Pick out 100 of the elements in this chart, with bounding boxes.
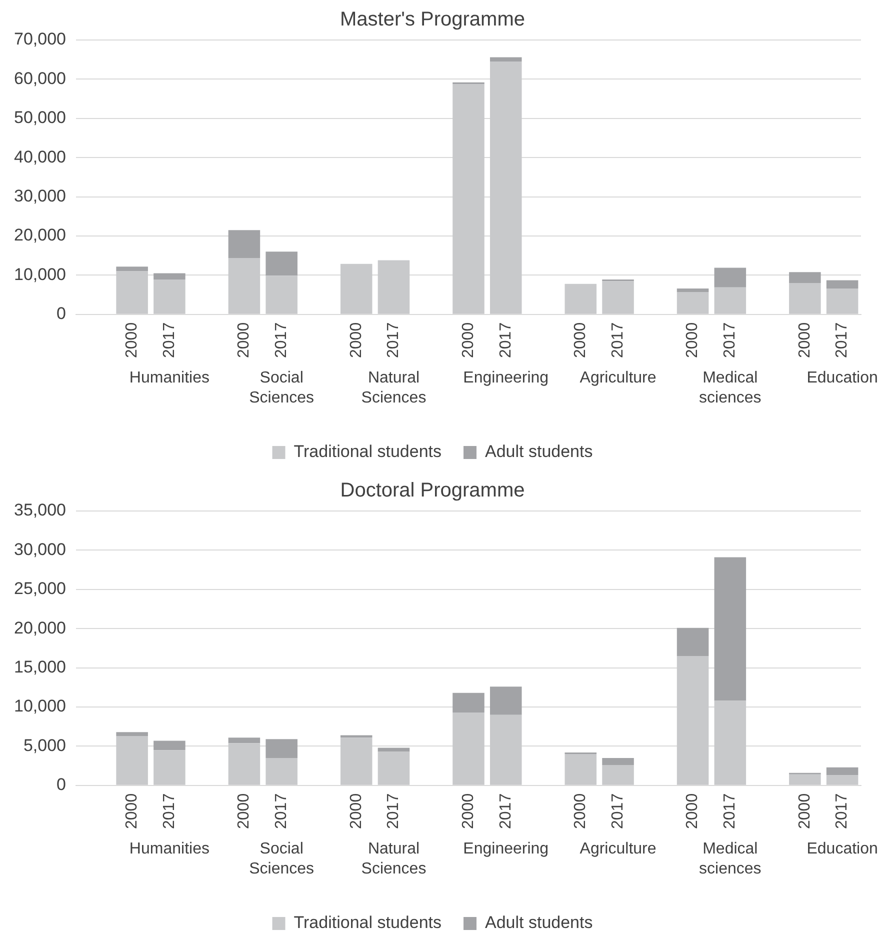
bar [564,754,597,785]
bar [789,283,821,314]
x-tick-label: 2000 [796,322,814,358]
text: Natural Sciences [361,369,426,406]
y-tick-label: 5,000 [23,736,66,755]
x-tick-label: 2017 [160,793,178,829]
y-tick-label: 10,000 [14,264,66,284]
text: Humanities [129,840,210,858]
x-tick-label: 2000 [684,793,702,829]
bar [154,273,186,280]
y-tick-label: 25,000 [14,579,66,598]
x-tick-label: 2000 [460,793,477,829]
y-tick-label: 40,000 [14,147,66,166]
legend-label: Traditional students [294,442,442,462]
bar [676,288,709,292]
x-tick-label: 2000 [460,322,477,358]
bar [228,738,260,744]
bar [378,260,410,314]
y-tick-label: 10,000 [14,696,66,716]
bar [116,271,148,314]
x-tick-label: 2017 [722,793,739,829]
x-tick-label: 2000 [236,793,253,829]
bar [154,740,186,750]
y-tick-label: 60,000 [14,68,66,88]
text: Social Sciences [249,369,314,406]
bar [154,280,186,314]
text: Education [806,840,878,858]
x-tick-label: 2017 [609,322,626,358]
text: Agriculture [580,369,656,386]
text: Agriculture [580,840,656,858]
legend-label: Adult students [484,442,593,462]
chart-title: Doctoral Programme [340,480,525,502]
bar [714,700,746,785]
y-tick-label: 15,000 [14,657,66,676]
x-tick-label: 2017 [160,322,178,358]
bar [676,656,709,785]
bar [490,686,522,715]
text: Humanities [129,369,210,386]
bar [676,628,709,656]
text: Natural Sciences [361,840,426,878]
legend-label: Traditional students [294,913,442,932]
y-tick-label: 0 [56,304,66,324]
bar [490,62,522,314]
x-tick-label: 2017 [497,793,514,829]
x-tick-label: 2017 [273,322,290,358]
text: Engineering [463,840,549,858]
bar [789,774,821,785]
bar [826,288,858,314]
bar [602,765,634,785]
bar [714,557,746,701]
bar [452,712,484,785]
y-tick-label: 50,000 [14,108,66,128]
y-tick-label: 70,000 [14,30,66,49]
y-tick-label: 20,000 [14,618,66,638]
y-tick-label: 35,000 [14,500,66,520]
text: Social Sciences [249,840,314,878]
x-tick-label: 2017 [609,793,626,829]
text: Medical sciences [699,369,762,406]
text: Medical sciences [699,840,762,878]
x-tick-label: 2017 [834,793,851,829]
bar [826,775,858,785]
bar [266,739,298,758]
bar [676,292,709,314]
bar [490,714,522,785]
y-tick-label: 0 [56,775,66,794]
bar [266,252,298,276]
y-tick-label: 30,000 [14,186,66,206]
bar [154,750,186,785]
x-tick-label: 2000 [572,322,590,358]
bar [228,743,260,785]
y-tick-label: 20,000 [14,226,66,245]
bar [789,272,821,284]
bar [340,735,372,738]
text: Education [806,369,878,386]
bar [714,268,746,288]
x-tick-label: 2017 [497,322,514,358]
chart-title: Master's Programme [340,8,525,31]
x-tick-label: 2017 [722,322,739,358]
text: Engineering [463,369,549,386]
bar [602,758,634,766]
bar [116,736,148,785]
x-tick-label: 2017 [385,322,402,358]
legend-label: Adult students [484,913,593,932]
bar [378,752,410,785]
bar [116,266,148,272]
bar [490,57,522,62]
bar [452,84,484,314]
bar [228,230,260,258]
x-tick-label: 2017 [273,793,290,829]
x-tick-label: 2017 [385,793,402,829]
bar [340,264,372,314]
x-tick-label: 2000 [123,793,140,829]
x-tick-label: 2000 [348,793,365,829]
y-tick-label: 30,000 [14,540,66,559]
x-tick-label: 2000 [572,793,590,829]
x-tick-label: 2000 [123,322,140,358]
bar [452,692,484,712]
bar [228,258,260,314]
bar [340,738,372,785]
x-tick-label: 2000 [348,322,365,358]
